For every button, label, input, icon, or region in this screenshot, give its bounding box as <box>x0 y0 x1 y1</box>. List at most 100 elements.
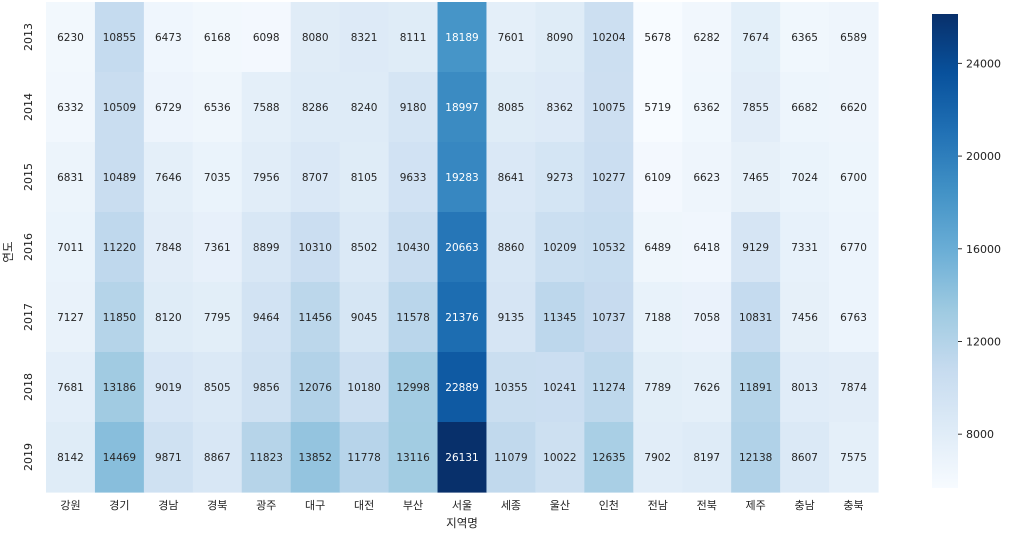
heatmap-cell <box>192 422 243 493</box>
heatmap-cell-label: 10430 <box>396 242 429 254</box>
heatmap-cell-label: 9129 <box>742 242 769 254</box>
heatmap-cell <box>437 142 488 213</box>
heatmap-cell-label: 7058 <box>693 312 720 324</box>
heatmap-cell-label: 6831 <box>57 172 84 184</box>
x-tick-label: 세종 <box>501 499 521 512</box>
heatmap-cell <box>94 72 145 143</box>
heatmap-cell <box>388 282 439 353</box>
heatmap-cell-label: 7902 <box>644 452 671 464</box>
heatmap-cell <box>829 212 879 283</box>
heatmap-cell-label: 6230 <box>57 32 84 44</box>
heatmap-cell-label: 7024 <box>791 172 818 184</box>
heatmap-cell-label: 6365 <box>791 32 818 44</box>
heatmap-cell-label: 6682 <box>791 102 818 114</box>
heatmap-cell <box>339 282 390 353</box>
heatmap-cell-label: 6763 <box>840 312 867 324</box>
heatmap-cell <box>535 422 585 493</box>
heatmap-cell-label: 6098 <box>253 32 280 44</box>
heatmap-cell <box>143 352 194 423</box>
heatmap-cell <box>143 2 194 73</box>
heatmap-cell-label: 8321 <box>351 32 378 44</box>
heatmap-cell-label: 9871 <box>155 452 182 464</box>
heatmap-cell <box>682 72 732 143</box>
heatmap-cell-label: 18997 <box>445 102 478 114</box>
heatmap-cell-label: 7848 <box>155 242 182 254</box>
x-axis-title: 지역명 <box>446 516 478 530</box>
heatmap-cell <box>339 212 390 283</box>
heatmap-cell-label: 7855 <box>742 102 769 114</box>
heatmap-cell-label: 11456 <box>298 312 332 324</box>
x-tick-label: 경북 <box>207 499 227 512</box>
heatmap-cell <box>339 72 390 143</box>
heatmap-cell-label: 7874 <box>840 382 867 394</box>
heatmap-cell-label: 10277 <box>592 172 625 184</box>
heatmap-cell <box>437 352 488 423</box>
heatmap-cell-label: 7789 <box>644 382 671 394</box>
heatmap-cell <box>682 142 732 213</box>
x-tick-label: 광주 <box>256 499 276 512</box>
heatmap-cell-label: 6770 <box>840 242 867 254</box>
y-tick-label: 2013 <box>22 23 35 51</box>
heatmap-cell <box>94 142 145 213</box>
heatmap-cell <box>731 352 781 423</box>
heatmap-cell <box>143 212 194 283</box>
heatmap-cell <box>584 352 634 423</box>
colorbar-tick-label: 20000 <box>966 150 1001 163</box>
heatmap-cell <box>829 72 879 143</box>
heatmap-cell-label: 12138 <box>739 452 772 464</box>
x-tick-label: 충남 <box>794 499 814 512</box>
heatmap-cell <box>780 2 830 73</box>
heatmap-cell <box>486 212 537 283</box>
heatmap-cell-label: 7588 <box>253 102 280 114</box>
heatmap-cell-label: 21376 <box>445 312 479 324</box>
heatmap-cell <box>143 282 194 353</box>
heatmap-cell <box>241 212 292 283</box>
colorbar-tick-label: 12000 <box>966 335 1001 348</box>
heatmap-cell-label: 7035 <box>204 172 231 184</box>
heatmap-cell-label: 10075 <box>592 102 625 114</box>
heatmap-cell <box>388 212 439 283</box>
heatmap-cell-label: 9464 <box>253 312 280 324</box>
heatmap-cell-label: 10532 <box>592 242 625 254</box>
heatmap-cell-label: 7127 <box>57 312 84 324</box>
heatmap-cell-label: 10241 <box>543 382 576 394</box>
heatmap-cell <box>94 212 145 283</box>
heatmap-cell-label: 7575 <box>840 452 867 464</box>
heatmap-cell-label: 6729 <box>155 102 182 114</box>
heatmap-cell-label: 5678 <box>644 32 671 44</box>
heatmap-cell <box>535 282 585 353</box>
heatmap-cell <box>780 352 830 423</box>
heatmap-cell-label: 6623 <box>693 172 720 184</box>
heatmap-cell-label: 8240 <box>351 102 378 114</box>
heatmap-cell <box>731 422 781 493</box>
heatmap-cell <box>731 212 781 283</box>
heatmap-cell-label: 7188 <box>644 312 671 324</box>
heatmap-cell <box>46 352 96 423</box>
heatmap-cell <box>192 2 243 73</box>
heatmap-cell-label: 10204 <box>592 32 626 44</box>
heatmap-cell-label: 7681 <box>57 382 84 394</box>
heatmap-cell <box>486 2 537 73</box>
heatmap-cell <box>290 422 341 493</box>
heatmap-cell <box>143 142 194 213</box>
heatmap-cell-label: 10355 <box>494 382 527 394</box>
heatmap-cell <box>388 352 439 423</box>
heatmap-cell <box>437 2 488 73</box>
heatmap-cell-label: 8707 <box>302 172 329 184</box>
heatmap-cell <box>46 212 96 283</box>
heatmap-cell <box>192 212 243 283</box>
x-tick-label: 서울 <box>452 499 472 512</box>
heatmap-cell <box>437 72 488 143</box>
heatmap-cell-label: 8641 <box>498 172 525 184</box>
heatmap-cell <box>241 352 292 423</box>
heatmap-cell-label: 18189 <box>445 32 478 44</box>
heatmap-cell <box>143 72 194 143</box>
heatmap-cell-label: 9180 <box>400 102 427 114</box>
heatmap-cell <box>633 422 683 493</box>
heatmap-cell <box>241 282 292 353</box>
heatmap-cell <box>682 212 732 283</box>
heatmap-cell <box>780 422 830 493</box>
heatmap-cell <box>829 2 879 73</box>
y-axis-title: 연도 <box>1 241 15 262</box>
heatmap-cell-label: 8013 <box>791 382 818 394</box>
